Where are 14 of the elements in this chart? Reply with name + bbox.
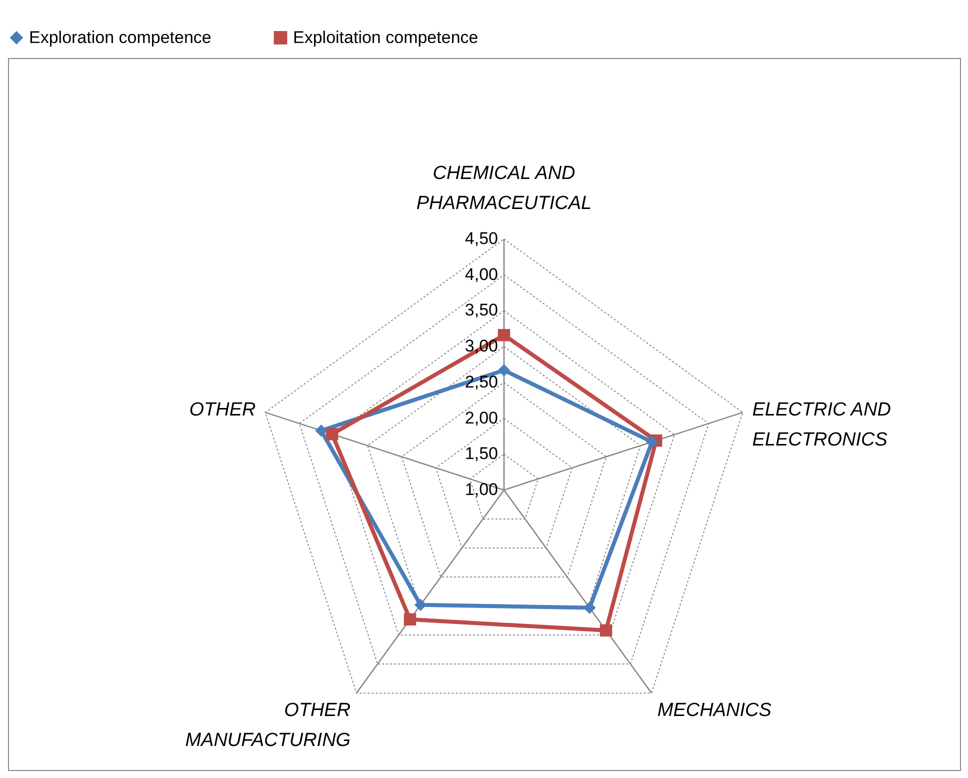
- spoke-label: CHEMICAL AND PHARMACEUTICAL: [416, 162, 592, 214]
- spoke-label: MECHANICS: [657, 700, 772, 722]
- spoke-label: ELECTRIC AND ELECTRONICS: [752, 399, 892, 450]
- spoke-label: OTHER: [189, 399, 256, 420]
- y-tick-label: 2,50: [464, 372, 498, 392]
- y-tick-label: 1,00: [464, 480, 498, 499]
- y-tick-label: 1,50: [464, 444, 498, 464]
- y-tick-label: 4,50: [464, 229, 498, 248]
- y-tick-label: 4,00: [464, 264, 498, 284]
- legend-label: Exploitation competence: [293, 28, 478, 47]
- spoke-label: OTHER MANUFACTURING: [185, 700, 351, 752]
- y-tick-label: 2,00: [464, 408, 498, 428]
- y-tick-label: 3,50: [464, 300, 498, 320]
- legend-label: Exploration competence: [29, 28, 212, 47]
